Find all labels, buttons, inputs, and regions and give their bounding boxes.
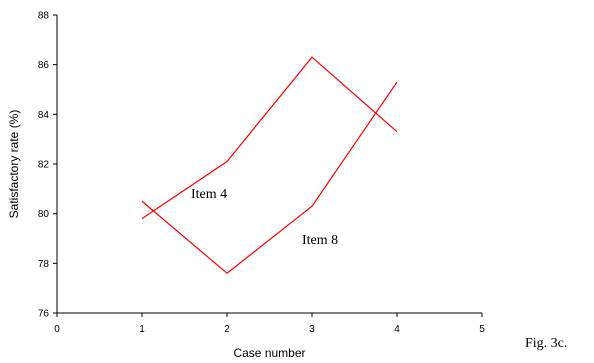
y-tick-label: 80 [38, 209, 50, 220]
y-tick-label: 82 [38, 160, 50, 171]
x-tick-label: 5 [479, 324, 485, 335]
x-tick-label: 2 [224, 324, 230, 335]
series-line-item-4 [141, 56, 398, 220]
series-label-item-8: Item 8 [302, 233, 338, 248]
x-tick-label: 0 [54, 324, 60, 335]
y-tick-label: 78 [38, 259, 50, 270]
x-axis-title: Case number [233, 346, 305, 360]
x-tick-label: 1 [139, 324, 145, 335]
y-ticks: 76 78 80 82 84 86 88 [38, 11, 57, 320]
y-tick-label: 86 [38, 60, 50, 71]
series-label-item-4: Item 4 [191, 187, 227, 202]
x-tick-label: 4 [394, 324, 400, 335]
figure-caption: Fig. 3c. [525, 336, 568, 351]
y-tick-label: 84 [38, 110, 50, 121]
plot-area: 76 78 80 82 84 86 88 0 1 2 3 4 5 [38, 11, 485, 336]
y-tick-label: 76 [38, 309, 50, 320]
y-tick-label: 88 [38, 11, 50, 22]
series-group [141, 56, 398, 275]
y-axis-title: Satisfactory rate (%) [7, 110, 21, 219]
x-ticks: 0 1 2 3 4 5 [54, 313, 485, 335]
x-tick-label: 3 [309, 324, 315, 335]
series-line-item-8 [141, 81, 398, 275]
